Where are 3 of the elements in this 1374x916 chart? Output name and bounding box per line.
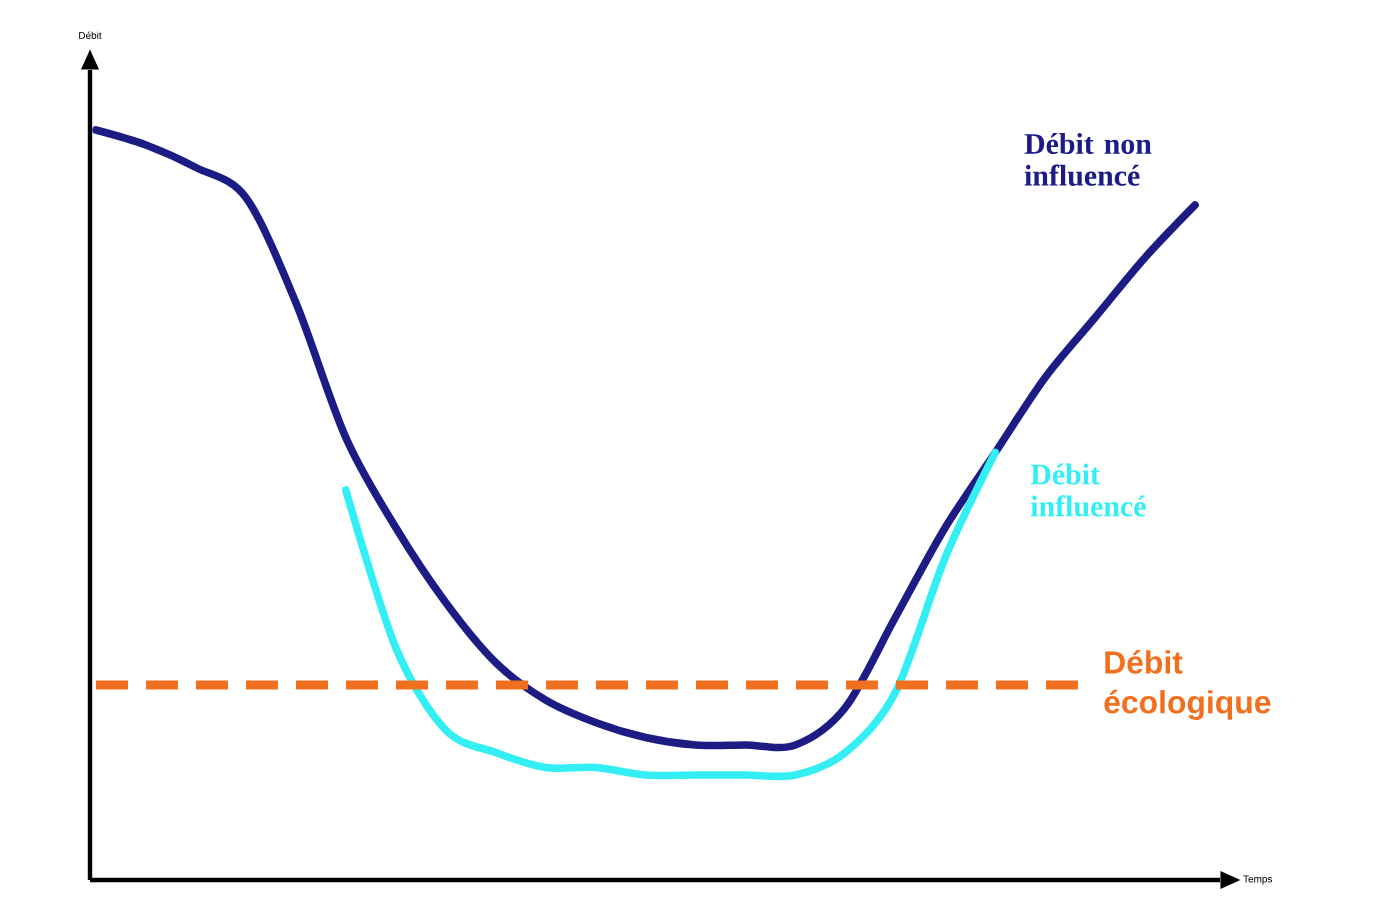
series-label: Débit influencé	[1030, 463, 1146, 517]
ref-line-label: Débit écologique	[1104, 650, 1271, 720]
series-label: Débit non influencé	[1024, 132, 1152, 186]
